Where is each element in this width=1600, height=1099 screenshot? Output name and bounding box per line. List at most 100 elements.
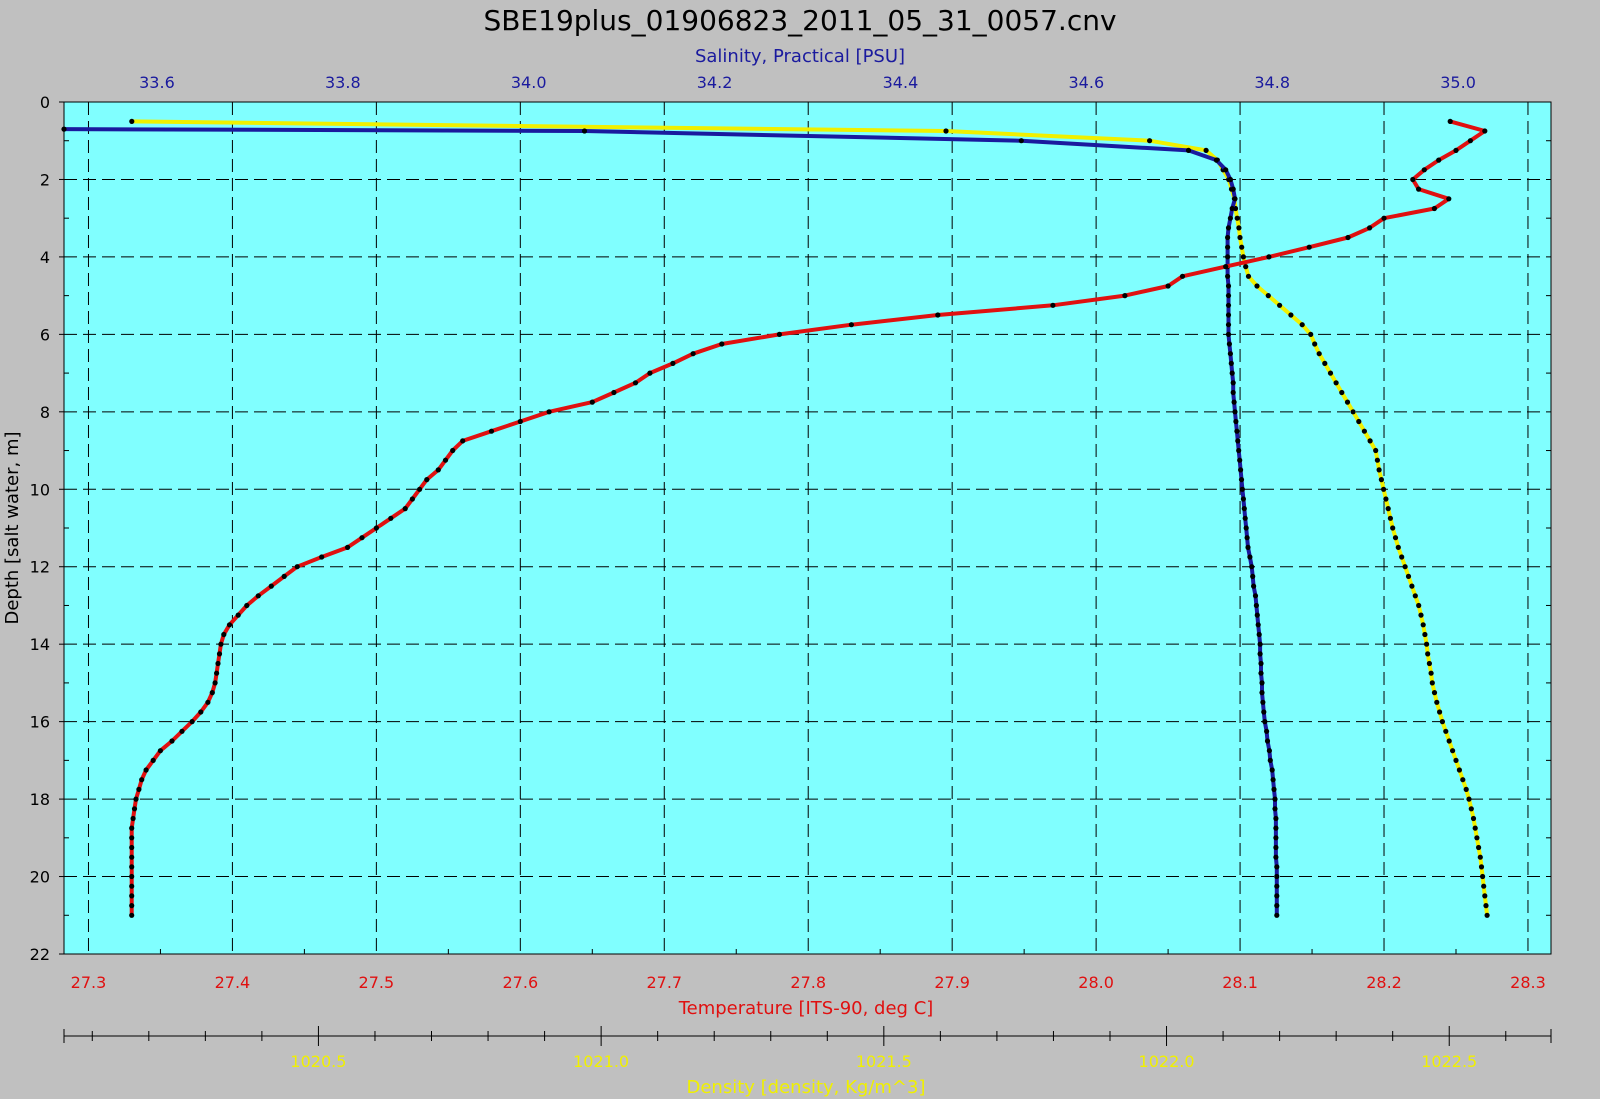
temperature-point	[442, 457, 449, 463]
density-point	[1265, 293, 1271, 299]
salinity-point	[1259, 690, 1265, 696]
density-point	[1428, 670, 1434, 676]
density-point	[1476, 844, 1482, 851]
temperature-point	[1367, 225, 1373, 231]
salinity-point	[1255, 622, 1261, 628]
salinity-point	[1213, 157, 1219, 163]
salinity-point	[1240, 496, 1246, 502]
temperature-point	[1436, 157, 1442, 163]
density-point	[1147, 138, 1153, 144]
temperature-point	[139, 777, 145, 783]
salinity-point	[1237, 457, 1243, 463]
salinity-point	[1241, 506, 1247, 512]
temperature-tick-label: 27.7	[646, 973, 682, 992]
salinity-point	[1261, 709, 1267, 715]
density-tick-label: 1020.5	[290, 1052, 346, 1071]
temperature-point	[424, 477, 430, 483]
salinity-point	[1234, 428, 1240, 434]
salinity-point	[1185, 147, 1192, 153]
temperature-point	[1122, 293, 1128, 299]
salinity-point	[1260, 699, 1266, 705]
temperature-point	[136, 786, 142, 793]
density-point	[1422, 631, 1428, 638]
salinity-point	[1258, 670, 1264, 676]
temperature-tick-label: 28.2	[1366, 973, 1402, 992]
density-point	[1405, 573, 1412, 580]
temperature-point	[1306, 244, 1312, 250]
temperature-point	[179, 728, 185, 734]
density-point	[1437, 709, 1443, 715]
salinity-point	[1257, 641, 1263, 647]
depth-tick-label: 8	[40, 403, 50, 422]
density-point	[1466, 796, 1472, 802]
depth-tick-label: 6	[40, 325, 50, 344]
density-point	[1316, 351, 1322, 357]
temperature-point	[409, 496, 415, 502]
salinity-point	[1225, 302, 1232, 308]
depth-axis-title: Depth [salt water, m]	[2, 431, 23, 624]
density-point	[1383, 496, 1389, 502]
salinity-point	[1018, 138, 1024, 144]
density-axis: 1020.5 1021.0 1021.5 1022.0 1022.5	[63, 1026, 1552, 1071]
temperature-point	[450, 447, 456, 454]
salinity-point	[1273, 835, 1279, 841]
temperature-point	[131, 806, 138, 812]
salinity-point	[1262, 719, 1268, 725]
salinity-point	[1230, 186, 1236, 192]
salinity-tick-label: 33.6	[139, 73, 175, 92]
salinity-point	[1272, 806, 1278, 812]
temperature-point	[373, 525, 379, 531]
density-point	[1344, 399, 1351, 405]
density-point	[1254, 283, 1260, 289]
salinity-point	[1264, 738, 1271, 744]
salinity-point	[1225, 234, 1231, 241]
density-point	[1402, 564, 1408, 570]
density-point	[1484, 912, 1490, 918]
temperature-point	[1165, 283, 1171, 289]
salinity-point	[1238, 467, 1244, 473]
salinity-point	[1254, 612, 1260, 618]
temperature-point	[402, 506, 408, 512]
temperature-point	[719, 341, 725, 347]
salinity-point	[1271, 786, 1277, 793]
temperature-point	[935, 312, 941, 318]
temperature-tick-label: 27.6	[503, 973, 539, 992]
temperature-point	[169, 738, 175, 744]
density-point	[1412, 593, 1418, 599]
depth-tick-label: 20	[30, 868, 50, 887]
density-point	[1288, 312, 1294, 318]
salinity-point	[1252, 593, 1259, 599]
salinity-point	[1244, 535, 1250, 541]
temperature-point	[488, 428, 495, 434]
density-point	[943, 128, 949, 134]
temperature-tick-label: 27.4	[215, 973, 251, 992]
salinity-point	[1227, 176, 1233, 183]
temperature-point	[1050, 302, 1056, 308]
salinity-point	[1256, 631, 1262, 638]
temperature-point	[215, 660, 221, 667]
density-point	[1390, 525, 1396, 531]
temperature-point	[1431, 205, 1437, 212]
density-point	[1234, 215, 1240, 221]
density-point	[1429, 680, 1435, 686]
density-point	[1480, 873, 1486, 880]
depth-tick-label: 2	[40, 170, 50, 189]
temperature-point	[129, 903, 135, 909]
density-point	[1474, 835, 1480, 841]
salinity-point	[1258, 660, 1264, 667]
salinity-point	[1274, 864, 1280, 870]
salinity-tick-label: 34.6	[1069, 73, 1105, 92]
plot-area	[63, 101, 1552, 955]
depth-tick-label: 12	[30, 558, 50, 577]
salinity-point	[1257, 651, 1263, 657]
salinity-tick-label: 35.0	[1440, 73, 1476, 92]
salinity-point	[1270, 777, 1276, 783]
density-point	[1350, 409, 1356, 415]
temperature-point	[1447, 118, 1453, 124]
density-point	[1333, 380, 1339, 386]
density-point	[1395, 544, 1401, 551]
density-tick-label: 1022.0	[1139, 1052, 1195, 1071]
salinity-point	[1225, 331, 1232, 337]
density-point	[1378, 477, 1384, 483]
density-point	[1463, 786, 1469, 793]
